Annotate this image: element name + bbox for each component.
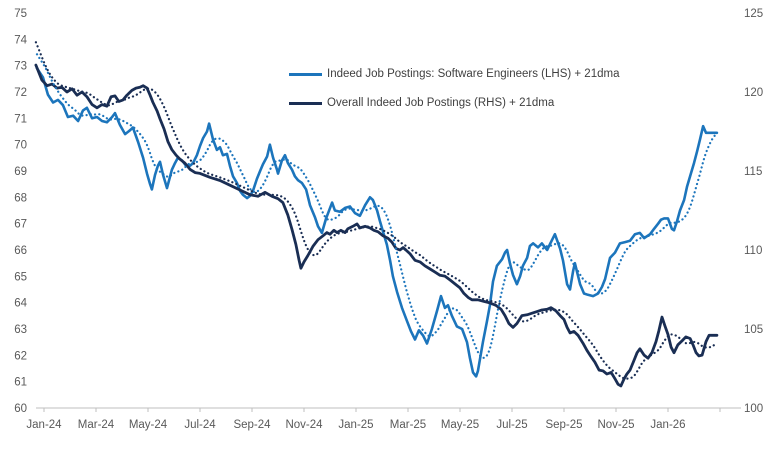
x-tick-label: Nov-25: [597, 419, 634, 431]
y-right-tick-label: 120: [744, 87, 763, 99]
series-line-software-engineers: [35, 67, 719, 378]
x-tick-label: Jan-24: [26, 419, 62, 431]
y-left-tick-label: 67: [14, 219, 27, 231]
legend-label-software-engineers: Indeed Job Postings: Software Engineers …: [327, 68, 620, 80]
y-left-tick-label: 65: [14, 271, 27, 283]
x-tick-label: Jan-26: [650, 419, 685, 431]
y-left-tick-label: 64: [14, 298, 27, 310]
y-left-tick-label: 72: [14, 87, 27, 99]
y-left-tick-label: 61: [14, 377, 27, 389]
series-solid-lines: [34, 63, 719, 388]
y-left-tick-label: 66: [14, 245, 27, 257]
x-axis: [36, 407, 741, 412]
y-left-tick-label: 74: [14, 34, 27, 46]
y-left-tick-label: 62: [14, 350, 27, 362]
x-tick-label: Mar-24: [78, 419, 115, 431]
legend-label-overall: Overall Indeed Job Postings (RHS) + 21dm…: [327, 97, 555, 109]
y-left-tick-label: 69: [14, 166, 27, 178]
series-21dma-software-engineers: [35, 53, 717, 360]
y-right-tick-label: 100: [744, 403, 763, 415]
y-axis-left-labels: 60 61 62 63 64 65 66 67 68 69 70 71 72 73 74 75: [14, 8, 27, 415]
y-left-tick-label: 71: [14, 113, 27, 125]
y-axis-right-labels: 100 105 110 115 120 125: [744, 8, 763, 415]
legend-line-swatch-navy: [289, 101, 322, 105]
y-left-tick-label: 68: [14, 192, 27, 204]
y-right-tick-label: 110: [744, 245, 762, 257]
legend-item-software-engineers: Indeed Job Postings: Software Engineers …: [289, 63, 619, 85]
x-tick-label: Nov-24: [285, 419, 323, 431]
y-right-tick-label: 105: [744, 324, 763, 336]
x-tick-label: Mar-25: [390, 419, 426, 431]
x-tick-label: Jul-25: [496, 419, 527, 431]
y-left-tick-label: 60: [14, 403, 27, 415]
series-21dma-dotted-lines: [34, 41, 718, 380]
x-tick-label: Sep-24: [233, 419, 271, 431]
series-line-overall: [34, 63, 719, 388]
x-tick-label: Sep-25: [545, 419, 582, 431]
y-left-tick-label: 63: [14, 324, 27, 336]
chart-legend: Indeed Job Postings: Software Engineers …: [289, 63, 619, 121]
y-right-tick-label: 115: [744, 166, 762, 178]
y-left-tick-label: 70: [14, 140, 27, 152]
x-axis-labels: Jan-24 Mar-24 May-24 Jul-24 Sep-24 Nov-24 Jan-…: [26, 419, 685, 431]
x-tick-label: May-24: [129, 419, 168, 431]
y-left-tick-label: 73: [14, 61, 27, 73]
legend-line-swatch-blue: [289, 72, 322, 76]
x-tick-label: Jan-25: [338, 419, 373, 431]
x-tick-label: May-25: [441, 419, 479, 431]
y-right-tick-label: 125: [744, 8, 763, 20]
series-21dma-overall: [34, 41, 718, 380]
y-left-tick-label: 75: [14, 8, 27, 20]
legend-item-overall: Overall Indeed Job Postings (RHS) + 21dm…: [289, 92, 619, 114]
x-tick-label: Jul-24: [184, 419, 216, 431]
